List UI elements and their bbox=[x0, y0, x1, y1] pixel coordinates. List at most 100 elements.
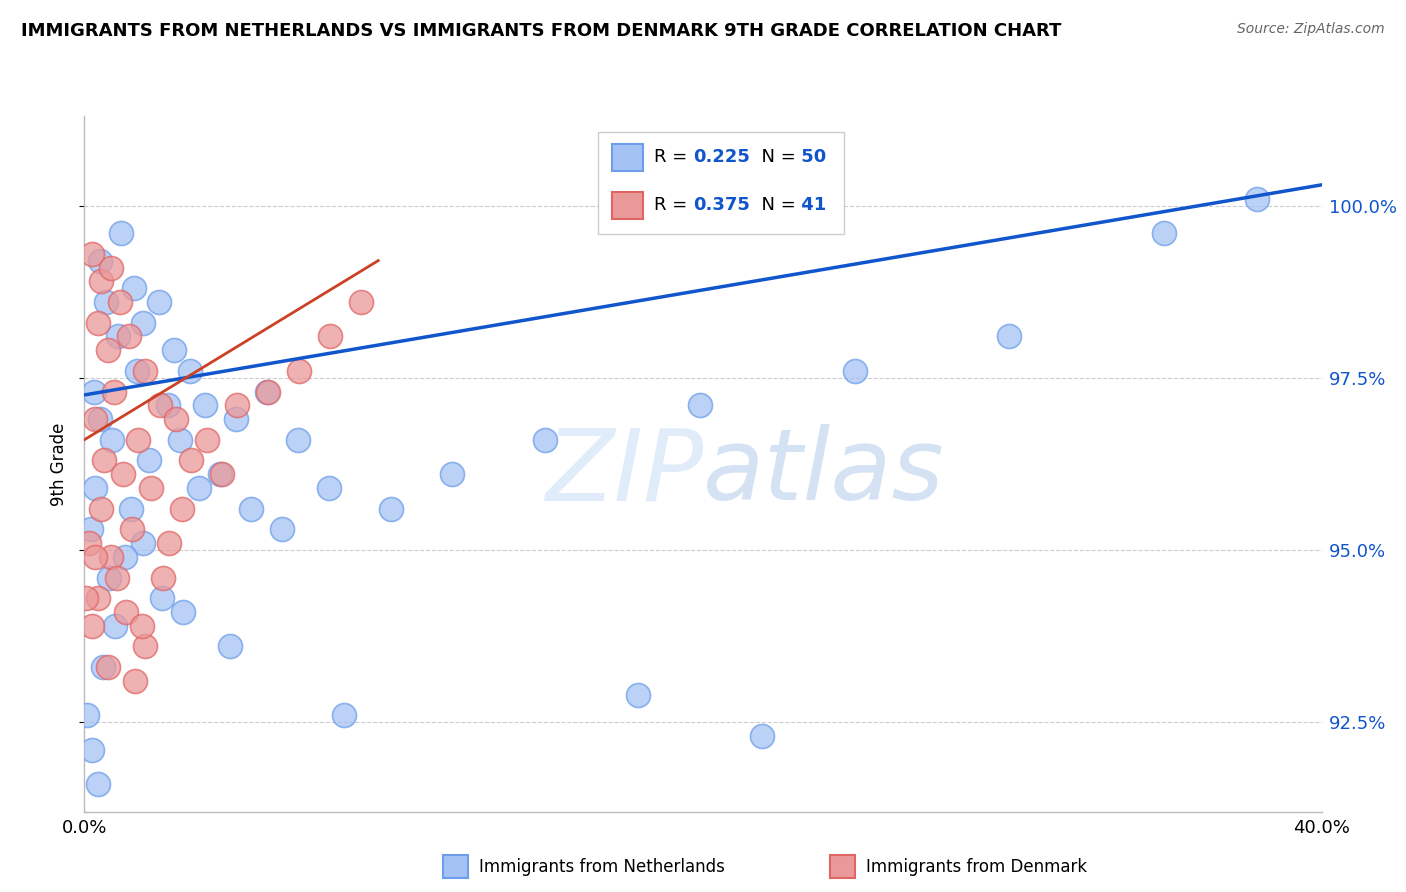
Point bbox=[195, 433, 218, 447]
Point bbox=[131, 618, 153, 632]
Point bbox=[115, 605, 138, 619]
Point bbox=[98, 570, 121, 584]
Point bbox=[159, 536, 181, 550]
Point bbox=[82, 618, 104, 632]
Point bbox=[90, 501, 112, 516]
Point bbox=[132, 536, 155, 550]
Point bbox=[122, 281, 145, 295]
Point bbox=[90, 274, 112, 288]
Point bbox=[318, 481, 340, 495]
Point bbox=[441, 467, 464, 482]
Point bbox=[288, 364, 311, 378]
Point bbox=[319, 329, 342, 343]
Point bbox=[226, 398, 249, 412]
Point bbox=[751, 729, 773, 743]
Text: 41: 41 bbox=[794, 196, 825, 214]
Point bbox=[218, 640, 240, 654]
Point bbox=[82, 246, 104, 260]
Point bbox=[118, 329, 141, 343]
Point bbox=[76, 708, 98, 723]
Point bbox=[211, 467, 233, 482]
Point bbox=[87, 777, 110, 791]
Point bbox=[149, 398, 172, 412]
Point bbox=[100, 549, 122, 564]
Point bbox=[125, 364, 148, 378]
Y-axis label: 9th Grade: 9th Grade bbox=[51, 422, 69, 506]
Point bbox=[240, 501, 263, 516]
Point bbox=[114, 549, 136, 564]
Point bbox=[84, 412, 107, 426]
Text: Immigrants from Denmark: Immigrants from Denmark bbox=[866, 858, 1087, 876]
Point bbox=[138, 453, 160, 467]
Text: IMMIGRANTS FROM NETHERLANDS VS IMMIGRANTS FROM DENMARK 9TH GRADE CORRELATION CHA: IMMIGRANTS FROM NETHERLANDS VS IMMIGRANT… bbox=[21, 22, 1062, 40]
Point bbox=[124, 673, 146, 688]
Point bbox=[139, 481, 162, 495]
Point bbox=[380, 501, 402, 516]
Point bbox=[84, 549, 107, 564]
Point bbox=[83, 384, 105, 399]
Point bbox=[287, 433, 309, 447]
Point bbox=[77, 536, 100, 550]
Text: ZIP: ZIP bbox=[544, 425, 703, 521]
Point bbox=[110, 226, 132, 240]
Point bbox=[257, 384, 280, 399]
Point bbox=[225, 412, 247, 426]
Point bbox=[108, 295, 131, 310]
Point bbox=[97, 660, 120, 674]
Point bbox=[134, 640, 156, 654]
Text: R =: R = bbox=[654, 148, 693, 166]
Point bbox=[534, 433, 557, 447]
Point bbox=[194, 398, 217, 412]
Text: Immigrants from Netherlands: Immigrants from Netherlands bbox=[479, 858, 725, 876]
Point bbox=[163, 343, 186, 358]
Point bbox=[169, 433, 191, 447]
Point bbox=[89, 253, 111, 268]
Point bbox=[132, 316, 155, 330]
Point bbox=[75, 591, 97, 606]
Point bbox=[152, 570, 174, 584]
Point bbox=[97, 343, 120, 358]
Point bbox=[333, 708, 356, 723]
Point bbox=[998, 329, 1021, 343]
Point bbox=[1246, 192, 1268, 206]
Point bbox=[82, 742, 104, 756]
Point bbox=[87, 591, 110, 606]
Point bbox=[187, 481, 209, 495]
Point bbox=[156, 398, 179, 412]
Point bbox=[89, 412, 111, 426]
Text: N =: N = bbox=[749, 196, 801, 214]
Point bbox=[1153, 226, 1175, 240]
Text: Source: ZipAtlas.com: Source: ZipAtlas.com bbox=[1237, 22, 1385, 37]
Point bbox=[179, 364, 201, 378]
Point bbox=[128, 433, 150, 447]
Point bbox=[84, 481, 107, 495]
Point bbox=[107, 329, 129, 343]
Point bbox=[94, 295, 117, 310]
Point bbox=[170, 501, 193, 516]
Text: R =: R = bbox=[654, 196, 693, 214]
Point bbox=[104, 618, 127, 632]
Point bbox=[350, 295, 373, 310]
Point bbox=[100, 260, 122, 275]
Point bbox=[105, 570, 128, 584]
Point bbox=[844, 364, 866, 378]
Point bbox=[627, 688, 650, 702]
Point bbox=[256, 384, 278, 399]
Point bbox=[165, 412, 187, 426]
Text: N =: N = bbox=[749, 148, 801, 166]
Point bbox=[112, 467, 135, 482]
Point bbox=[180, 453, 202, 467]
Point bbox=[120, 501, 142, 516]
Text: 0.375: 0.375 bbox=[693, 196, 751, 214]
Text: 0.225: 0.225 bbox=[693, 148, 751, 166]
Point bbox=[93, 453, 115, 467]
Point bbox=[150, 591, 173, 606]
Point bbox=[79, 522, 101, 536]
Point bbox=[91, 660, 114, 674]
Text: atlas: atlas bbox=[703, 425, 945, 521]
Point bbox=[209, 467, 232, 482]
Point bbox=[103, 384, 125, 399]
Point bbox=[101, 433, 124, 447]
Text: 50: 50 bbox=[794, 148, 825, 166]
Point bbox=[121, 522, 143, 536]
